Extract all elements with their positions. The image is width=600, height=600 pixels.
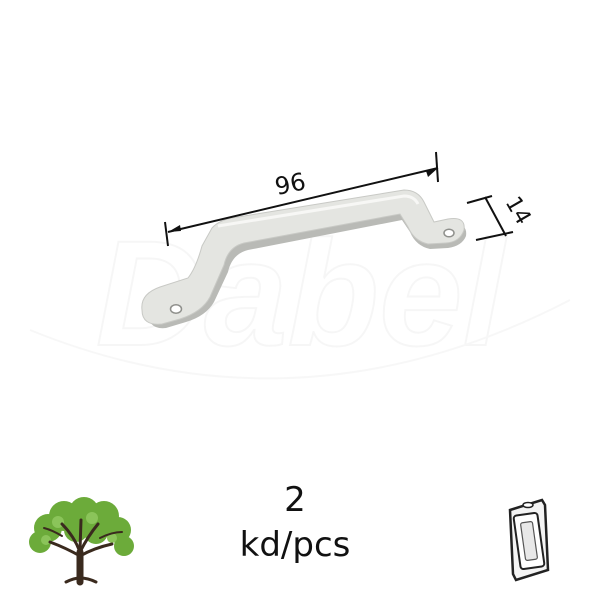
quantity-label: 2 kd/pcs (200, 478, 390, 568)
blister-pack-icon (508, 498, 550, 582)
quantity-unit: kd/pcs (239, 525, 351, 565)
height-label: 14 (500, 192, 536, 229)
length-dimension: 96 (164, 151, 439, 247)
handle-image (141, 189, 467, 329)
quantity-count: 2 (284, 480, 306, 520)
length-label: 96 (272, 167, 308, 201)
tree-icon (29, 497, 134, 586)
